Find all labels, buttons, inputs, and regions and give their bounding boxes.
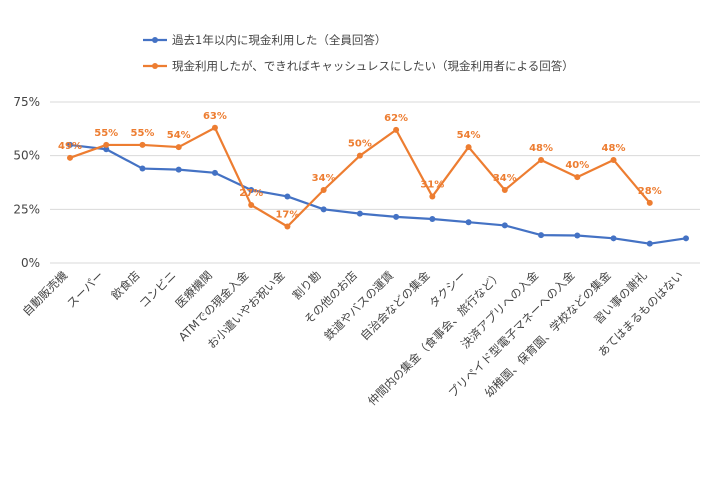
series-lines — [69, 126, 687, 245]
data-point-series-2 — [574, 174, 581, 181]
data-label: 17% — [275, 210, 299, 221]
data-point-series-1 — [356, 210, 363, 217]
data-point-series-2 — [67, 154, 73, 161]
legend: 過去1年以内に現金利用した（全員回答） 現金利用したが、できればキャッシュレスに… — [143, 33, 574, 73]
data-point-series-2 — [646, 199, 653, 206]
data-label: 55% — [131, 128, 155, 139]
x-tick-label: 割り勘 — [289, 268, 323, 302]
data-label: 54% — [167, 130, 191, 141]
data-point-series-1 — [465, 219, 472, 226]
x-tick-label: コンビニ — [136, 268, 178, 310]
data-point-series-1 — [501, 222, 508, 229]
data-label: 28% — [638, 186, 662, 197]
legend-item-series-2: 現金利用したが、できればキャッシュレスにしたい（現金利用者による回答） — [143, 59, 574, 73]
data-point-series-2 — [429, 193, 436, 200]
legend-marker-series-1 — [152, 37, 158, 43]
data-point-series-2 — [465, 144, 472, 151]
gridlines — [50, 101, 700, 264]
data-point-series-2 — [175, 144, 182, 151]
y-tick-label: 0% — [21, 256, 40, 270]
data-point-series-1 — [103, 146, 110, 153]
data-point-series-2 — [248, 202, 255, 209]
data-point-series-1 — [538, 232, 545, 239]
data-point-series-1 — [646, 240, 653, 247]
data-point-series-2 — [501, 187, 508, 194]
data-label: 55% — [94, 128, 118, 139]
data-label: 34% — [493, 173, 517, 184]
data-label: 40% — [565, 160, 589, 171]
legend-label-series-1: 過去1年以内に現金利用した（全員回答） — [172, 33, 386, 47]
legend-label-series-2: 現金利用したが、できればキャッシュレスにしたい（現金利用者による回答） — [172, 59, 574, 73]
data-point-series-1 — [139, 165, 146, 172]
legend-item-series-1: 過去1年以内に現金利用した（全員回答） — [143, 33, 386, 47]
data-point-series-1 — [248, 187, 255, 194]
data-labels: 49% 55% 55% 54% 63% 27% 17% 34% 50% 62% 31% 54% 34% 4… — [58, 111, 662, 221]
data-label: 34% — [312, 173, 336, 184]
series-points — [67, 124, 689, 247]
y-tick-label: 75% — [13, 95, 40, 109]
data-label: 63% — [203, 111, 227, 122]
data-label: 48% — [529, 143, 553, 154]
data-point-series-1 — [429, 215, 436, 222]
data-point-series-2 — [284, 223, 291, 230]
data-point-series-2 — [610, 156, 617, 163]
data-point-series-1 — [574, 232, 581, 239]
data-label: 50% — [348, 139, 372, 150]
data-point-series-1 — [393, 213, 400, 220]
data-label: 31% — [420, 179, 444, 190]
data-point-series-2 — [538, 156, 545, 163]
data-label: 27% — [239, 188, 263, 199]
data-label: 54% — [457, 130, 481, 141]
data-label: 49% — [58, 141, 82, 152]
x-tick-label: 自動販売機 — [20, 268, 71, 319]
y-tick-label: 50% — [13, 149, 40, 163]
y-axis: 0% 25% 50% 75% — [13, 95, 40, 270]
y-tick-label: 25% — [13, 202, 40, 216]
data-point-series-2 — [103, 141, 110, 148]
series-line-1 — [69, 143, 687, 245]
legend-marker-series-2 — [152, 63, 158, 69]
data-point-series-1 — [211, 169, 218, 176]
data-point-series-1 — [610, 235, 617, 242]
data-point-series-2 — [393, 126, 400, 133]
data-point-series-2 — [356, 152, 363, 159]
data-label: 48% — [602, 143, 626, 154]
data-point-series-1 — [320, 206, 327, 213]
data-point-series-1 — [175, 166, 182, 173]
data-point-series-1 — [284, 193, 291, 200]
data-label: 62% — [384, 113, 408, 124]
x-tick-label: スーパー — [64, 268, 106, 310]
data-point-series-2 — [211, 124, 218, 131]
x-tick-label: 飲食店 — [108, 268, 142, 302]
data-point-series-2 — [139, 141, 146, 148]
data-point-series-2 — [320, 187, 327, 194]
data-point-series-1 — [67, 141, 73, 148]
data-point-series-1 — [683, 235, 689, 242]
